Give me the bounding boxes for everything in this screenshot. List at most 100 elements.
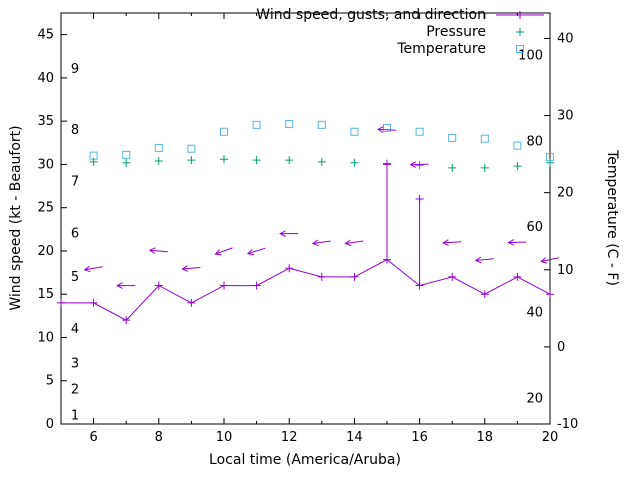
temperature-marker — [187, 144, 196, 153]
beaufort-label: 4 — [71, 322, 79, 337]
wind-marker — [480, 290, 489, 299]
beaufort-label: 7 — [71, 175, 79, 190]
temperature-marker — [415, 127, 424, 136]
wind-marker — [317, 272, 326, 281]
x-tick-label: 12 — [281, 430, 298, 445]
beaufort-label: 9 — [71, 62, 79, 77]
fahrenheit-label: 40 — [526, 306, 543, 321]
pressure-marker — [89, 157, 98, 166]
x-axis-label: Local time (America/Aruba) — [209, 452, 401, 468]
legend-label-wind: Wind speed, gusts, and direction — [256, 6, 486, 23]
y-tick-label-left: 0 — [46, 417, 54, 432]
wind-marker — [154, 281, 163, 290]
temperature-marker — [480, 134, 489, 143]
y-tick-label-right: 0 — [557, 340, 565, 355]
y-axis-label-right: Temperature (C - F) — [604, 150, 620, 286]
legend-wind-plus-icon — [516, 10, 524, 19]
wind-marker — [285, 264, 294, 273]
wind-marker — [57, 298, 65, 307]
temperature-marker — [122, 150, 131, 159]
wind-marker — [415, 281, 424, 290]
wind-direction-arrow — [376, 126, 397, 133]
y-tick-label-left: 30 — [37, 157, 54, 172]
y-tick-label-left: 25 — [37, 201, 54, 216]
wind-marker — [350, 272, 359, 281]
wind-direction-arrow — [344, 239, 364, 247]
x-tick-label: 20 — [542, 430, 559, 445]
wind-direction-arrow — [246, 247, 266, 256]
wind-direction-arrow — [311, 239, 331, 247]
pressure-marker — [350, 158, 359, 167]
pressure-marker — [285, 156, 294, 165]
wind-marker — [546, 290, 554, 299]
pressure-marker — [317, 157, 326, 166]
legend-sample-pressure — [516, 27, 524, 36]
y-tick-label-right: -10 — [557, 417, 578, 432]
temperature-marker — [285, 120, 294, 129]
temperature-marker — [252, 120, 261, 129]
x-tick-label: 8 — [155, 430, 163, 445]
wind-direction-arrow — [507, 239, 527, 246]
fahrenheit-label: 20 — [526, 391, 543, 406]
legend-row-pressure: Pressure — [0, 23, 546, 40]
wind-direction-arrow — [442, 239, 462, 246]
wind-direction-arrow — [148, 247, 168, 254]
legend-sample-temperature — [516, 44, 524, 53]
pressure-marker — [252, 156, 261, 165]
temperature-marker — [448, 133, 457, 142]
wind-speed-line — [61, 259, 551, 321]
pressure-marker — [122, 158, 131, 167]
temperature-marker — [383, 123, 391, 132]
wind-marker — [89, 298, 98, 307]
y-axis-label-left: Wind speed (kt - Beaufort) — [8, 125, 24, 311]
wind-direction-arrow — [279, 230, 299, 237]
y-tick-label-left: 20 — [37, 244, 54, 259]
legend-label-temperature: Temperature — [397, 40, 486, 57]
wind-marker — [513, 272, 522, 281]
fahrenheit-label: 100 — [518, 49, 543, 64]
gust-marker — [415, 195, 424, 204]
temperature-marker — [513, 141, 522, 150]
wind-direction-arrow — [181, 265, 201, 272]
pressure-marker — [415, 161, 424, 170]
wind-marker — [220, 281, 228, 290]
pressure-marker — [480, 163, 489, 172]
legend-temperature-square-icon — [516, 44, 524, 53]
y-tick-label-right: 10 — [557, 263, 574, 278]
beaufort-label: 5 — [71, 270, 79, 285]
legend-row-temperature: Temperature — [0, 40, 546, 57]
x-tick-label: 14 — [346, 430, 363, 445]
y-tick-label-left: 5 — [46, 374, 54, 389]
gust-marker — [383, 160, 391, 169]
wind-direction-arrow — [83, 265, 103, 273]
wind-direction-arrow — [116, 282, 136, 289]
y-tick-label-right: 30 — [557, 109, 574, 124]
temperature-marker — [350, 127, 359, 136]
x-tick-label: 6 — [89, 430, 97, 445]
wind-marker — [187, 298, 196, 307]
pressure-marker — [220, 155, 228, 164]
beaufort-label: 6 — [71, 227, 79, 242]
x-tick-label: 10 — [216, 430, 233, 445]
wind-direction-arrow — [474, 256, 494, 264]
beaufort-label: 3 — [71, 356, 79, 371]
wind-marker — [252, 281, 261, 290]
beaufort-label: 2 — [71, 382, 79, 397]
fahrenheit-label: 80 — [526, 134, 543, 149]
wind-marker — [448, 272, 457, 281]
y-tick-label-left: 15 — [37, 287, 54, 302]
plot-border — [60, 12, 551, 425]
temperature-marker — [317, 120, 326, 129]
temperature-marker — [220, 127, 228, 136]
wind-direction-arrow — [214, 247, 233, 256]
pressure-marker — [187, 156, 196, 165]
wind-marker — [122, 316, 131, 325]
beaufort-label: 8 — [71, 123, 79, 138]
pressure-marker — [448, 163, 457, 172]
y-tick-label-right: 20 — [557, 186, 574, 201]
wind-direction-arrow — [409, 161, 429, 168]
wind-direction-arrow — [540, 257, 559, 264]
y-tick-label-left: 35 — [37, 114, 54, 129]
